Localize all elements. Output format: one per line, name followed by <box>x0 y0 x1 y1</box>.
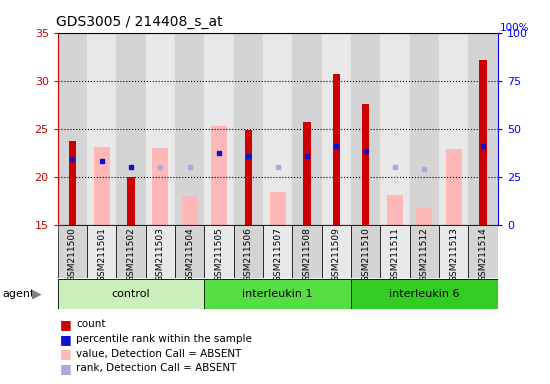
Bar <box>381 33 410 225</box>
Bar <box>410 225 439 278</box>
Bar <box>128 177 135 225</box>
Bar <box>362 104 370 225</box>
Text: GSM211500: GSM211500 <box>68 227 77 282</box>
Text: ■: ■ <box>59 347 71 360</box>
Bar <box>175 33 205 225</box>
Bar <box>146 225 175 278</box>
Text: GSM211508: GSM211508 <box>302 227 312 282</box>
Text: GSM211511: GSM211511 <box>390 227 400 282</box>
Text: GSM211505: GSM211505 <box>214 227 224 282</box>
Bar <box>387 195 403 225</box>
Text: count: count <box>76 319 106 329</box>
Bar <box>270 192 286 225</box>
Text: interleukin 6: interleukin 6 <box>389 289 460 299</box>
Bar <box>152 148 168 225</box>
Text: GSM211509: GSM211509 <box>332 227 341 282</box>
Bar <box>333 74 340 225</box>
Bar <box>322 225 351 278</box>
Bar <box>351 33 381 225</box>
Bar <box>234 33 263 225</box>
Bar <box>69 141 76 225</box>
Bar <box>58 279 205 309</box>
Text: interleukin 1: interleukin 1 <box>243 289 313 299</box>
Text: GSM211506: GSM211506 <box>244 227 253 282</box>
Text: 100%: 100% <box>499 23 529 33</box>
Bar <box>87 225 117 278</box>
Text: percentile rank within the sample: percentile rank within the sample <box>76 334 252 344</box>
Bar <box>263 225 293 278</box>
Text: GSM211502: GSM211502 <box>126 227 136 282</box>
Bar <box>351 225 381 278</box>
Bar <box>146 33 175 225</box>
Text: ■: ■ <box>59 362 71 375</box>
Bar <box>469 33 498 225</box>
Bar <box>117 225 146 278</box>
Text: GSM211514: GSM211514 <box>478 227 488 282</box>
Text: GSM211504: GSM211504 <box>185 227 194 282</box>
Bar <box>94 147 110 225</box>
Bar <box>87 33 117 225</box>
Text: GSM211501: GSM211501 <box>97 227 106 282</box>
Text: rank, Detection Call = ABSENT: rank, Detection Call = ABSENT <box>76 363 236 373</box>
Bar <box>439 225 469 278</box>
Bar <box>58 225 87 278</box>
Bar <box>293 225 322 278</box>
Bar <box>182 196 198 225</box>
Text: control: control <box>112 289 150 299</box>
Text: ▶: ▶ <box>32 288 42 301</box>
Text: GSM211510: GSM211510 <box>361 227 370 282</box>
Bar <box>351 279 498 309</box>
Text: ■: ■ <box>59 318 71 331</box>
Bar <box>117 33 146 225</box>
Bar <box>205 279 351 309</box>
Text: GSM211512: GSM211512 <box>420 227 429 282</box>
Text: GDS3005 / 214408_s_at: GDS3005 / 214408_s_at <box>56 15 222 29</box>
Text: agent: agent <box>2 289 35 299</box>
Bar <box>416 209 432 225</box>
Text: GSM211513: GSM211513 <box>449 227 458 282</box>
Bar <box>58 33 87 225</box>
Bar <box>205 33 234 225</box>
Bar <box>410 33 439 225</box>
Bar <box>234 225 263 278</box>
Bar <box>439 33 469 225</box>
Bar <box>211 126 227 225</box>
Bar <box>322 33 351 225</box>
Bar <box>304 122 311 225</box>
Bar <box>446 149 462 225</box>
Bar <box>175 225 205 278</box>
Bar <box>469 225 498 278</box>
Text: GSM211503: GSM211503 <box>156 227 165 282</box>
Text: ■: ■ <box>59 333 71 346</box>
Bar <box>293 33 322 225</box>
Bar <box>381 225 410 278</box>
Bar <box>205 225 234 278</box>
Text: GSM211507: GSM211507 <box>273 227 282 282</box>
Bar <box>245 130 252 225</box>
Text: value, Detection Call = ABSENT: value, Detection Call = ABSENT <box>76 349 241 359</box>
Bar <box>480 61 487 225</box>
Bar <box>263 33 293 225</box>
